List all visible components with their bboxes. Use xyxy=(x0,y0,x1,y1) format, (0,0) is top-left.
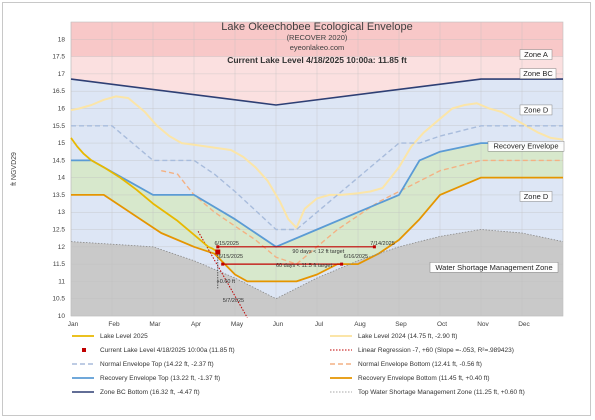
x-tick-label: Jan xyxy=(68,321,79,328)
y-tick-label: 10.5 xyxy=(52,296,65,303)
target-start-marker xyxy=(216,245,220,249)
y-tick-label: 15 xyxy=(58,140,66,147)
annotation-label: 90 days < 12 ft target xyxy=(292,249,344,255)
legend-entry: Recovery Envelope Bottom (11.45 ft, +0.4… xyxy=(358,375,490,382)
series-line-recovery-envelope-top xyxy=(71,142,563,248)
current-level-label: Current Lake Level 4/18/2025 10:00a: 11.… xyxy=(227,55,407,65)
zone-label-box xyxy=(487,140,565,152)
legend-entry: Linear Regression -7, +60 (Slope =-.053,… xyxy=(358,347,514,354)
y-tick-label: 18 xyxy=(58,36,66,43)
zone-label: Zone D xyxy=(524,105,549,114)
legend-entry: Zone BC Bottom (16.32 ft, -4.47 ft) xyxy=(100,389,200,396)
y-tick-label: 14.5 xyxy=(52,157,65,164)
zone-label-box xyxy=(519,104,553,116)
chart-title: Lake Okeechobee Ecological Envelope xyxy=(221,21,412,33)
legend-entry: Normal Envelope Top (14.22 ft, -2.37 ft) xyxy=(100,361,214,368)
x-tick-label: Mar xyxy=(149,321,161,328)
x-tick-label: May xyxy=(231,321,244,328)
annotation-label: 5/7/2025 xyxy=(223,298,244,304)
x-tick-label: Aug xyxy=(354,321,366,328)
series-line-zone-bc-bottom xyxy=(70,78,563,106)
y-tick-label: 16.5 xyxy=(52,88,65,95)
y-tick-label: 13 xyxy=(58,209,66,216)
x-tick-label: Sep xyxy=(395,321,407,328)
legend-entry: Recovery Envelope Top (13.22 ft, -1.37 f… xyxy=(100,375,220,382)
annotation-label: 60 days < 11.5 ft target xyxy=(276,263,332,269)
target-end-marker xyxy=(372,245,376,249)
annotation-label: 6/15/2025 xyxy=(215,241,239,247)
zone-label: Zone BC xyxy=(523,69,553,78)
y-tick-label: 11 xyxy=(58,278,65,285)
y-tick-label: 12.5 xyxy=(52,227,65,234)
zone-label-box xyxy=(519,49,553,60)
annotation-label: +0.60 ft xyxy=(217,279,236,285)
y-tick-label: 16 xyxy=(58,105,66,112)
legend-entry: Lake Level 2025 xyxy=(100,333,148,340)
series-line-normal-envelope-bottom xyxy=(161,159,563,265)
legend-entry: Lake Level 2024 (14.75 ft, -2.90 ft) xyxy=(358,333,457,340)
x-tick-label: Apr xyxy=(191,321,202,328)
zone-label-box xyxy=(429,262,559,273)
zone-label: Recovery Envelope xyxy=(493,142,558,151)
chart-frame xyxy=(2,2,591,416)
x-tick-label: Oct xyxy=(437,321,447,328)
x-tick-label: Feb xyxy=(108,321,120,328)
y-tick-label: 17.5 xyxy=(52,54,65,61)
y-tick-label: 14 xyxy=(58,175,66,182)
legend-entry: Current Lake Level 4/18/2025 10:00a (11.… xyxy=(100,347,235,354)
x-tick-label: Dec xyxy=(518,321,530,328)
series-line-top-water-shortage xyxy=(70,229,564,300)
annotation-label: 6/16/2025 xyxy=(344,254,368,260)
zone-label: Zone D xyxy=(524,192,549,201)
zone-label: Zone A xyxy=(524,50,548,59)
annotation-label: 7/14/2025 xyxy=(370,241,394,247)
series-line-lake-level-2025 xyxy=(70,137,219,253)
chart-subtitle: (RECOVER 2020) xyxy=(287,33,348,42)
annotation-label: 6/15/2025 xyxy=(219,254,243,260)
x-tick-label: Jul xyxy=(315,321,324,328)
legend-entry: Normal Envelope Bottom (12.41 ft, -0.56 … xyxy=(358,361,482,368)
x-tick-label: Jun xyxy=(273,321,284,328)
series-line-lake-level-2024 xyxy=(70,95,564,229)
series-line-normal-envelope-top xyxy=(71,125,563,231)
zone-label-box xyxy=(519,68,557,79)
plot-border xyxy=(70,21,564,317)
current-level-marker xyxy=(215,249,221,255)
y-tick-label: 17 xyxy=(58,71,66,78)
y-tick-label: 13.5 xyxy=(52,192,65,199)
x-tick-label: Nov xyxy=(477,321,489,328)
target-start-marker xyxy=(221,262,225,266)
target-end-marker xyxy=(340,262,344,266)
zone-label-box xyxy=(519,191,553,202)
zone-label: Water Shortage Management Zone xyxy=(435,263,552,272)
y-tick-label: 15.5 xyxy=(52,123,65,130)
chart-source: eyeonlakeo.com xyxy=(290,43,345,52)
y-tick-label: 12 xyxy=(58,244,66,251)
y-axis-label: ft NGVD29 xyxy=(11,152,18,186)
series-line-recovery-envelope-bottom xyxy=(71,176,563,283)
y-tick-label: 10 xyxy=(58,313,66,320)
y-tick-label: 11.5 xyxy=(53,261,66,268)
legend-point-swatch xyxy=(82,348,86,352)
legend-entry: Top Water Shortage Management Zone (11.2… xyxy=(358,389,525,396)
